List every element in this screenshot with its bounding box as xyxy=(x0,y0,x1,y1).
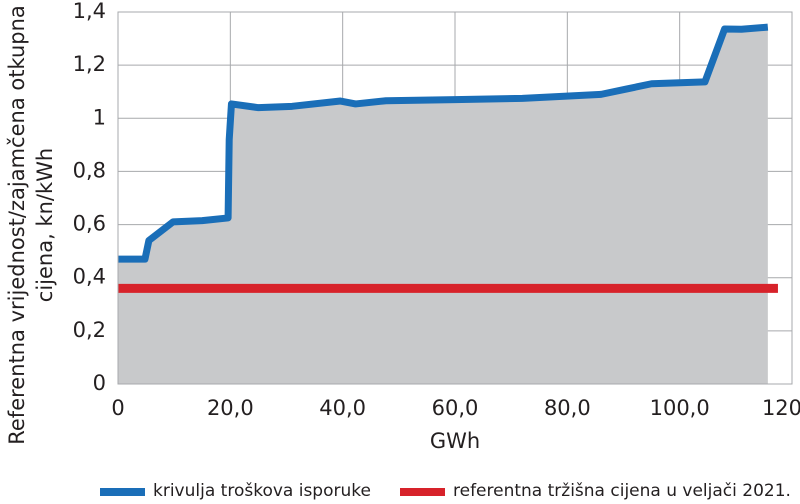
y-tick-label: 1,2 xyxy=(73,52,106,76)
x-tick-label: 40,0 xyxy=(319,396,366,420)
y-axis-label: Referentna vrijednost/zajamčena otkupna … xyxy=(5,5,57,445)
y-tick-label: 0,8 xyxy=(73,158,106,182)
y-axis-label-line: cijena, kn/kWh xyxy=(33,148,57,302)
y-tick-label: 0,2 xyxy=(73,318,106,342)
y-tick-label: 0 xyxy=(93,371,106,395)
x-tick-label: 100,0 xyxy=(650,396,710,420)
area xyxy=(118,27,768,384)
legend-label: krivulja troškova isporuke xyxy=(153,481,371,501)
plot-frame xyxy=(117,11,793,385)
x-tick-label: 120,0 xyxy=(762,396,800,420)
x-tick-label: 80,0 xyxy=(544,396,591,420)
line xyxy=(118,23,769,263)
x-tick-label: 20,0 xyxy=(207,396,254,420)
plot-data xyxy=(118,23,778,384)
x-axis-label: GWh xyxy=(430,429,480,453)
y-tick-label: 0,4 xyxy=(73,265,106,289)
x-tick-label: 0 xyxy=(111,396,124,420)
legend-label: referentna tržišna cijena u veljači 2021… xyxy=(453,481,791,501)
y-axis-label-line: Referentna vrijednost/zajamčena otkupna xyxy=(5,5,29,445)
y-tick-label: 0,6 xyxy=(73,212,106,236)
y-tick-label: 1,4 xyxy=(73,0,106,23)
x-tick-label: 60,0 xyxy=(432,396,479,420)
y-tick-label: 1 xyxy=(93,105,106,129)
